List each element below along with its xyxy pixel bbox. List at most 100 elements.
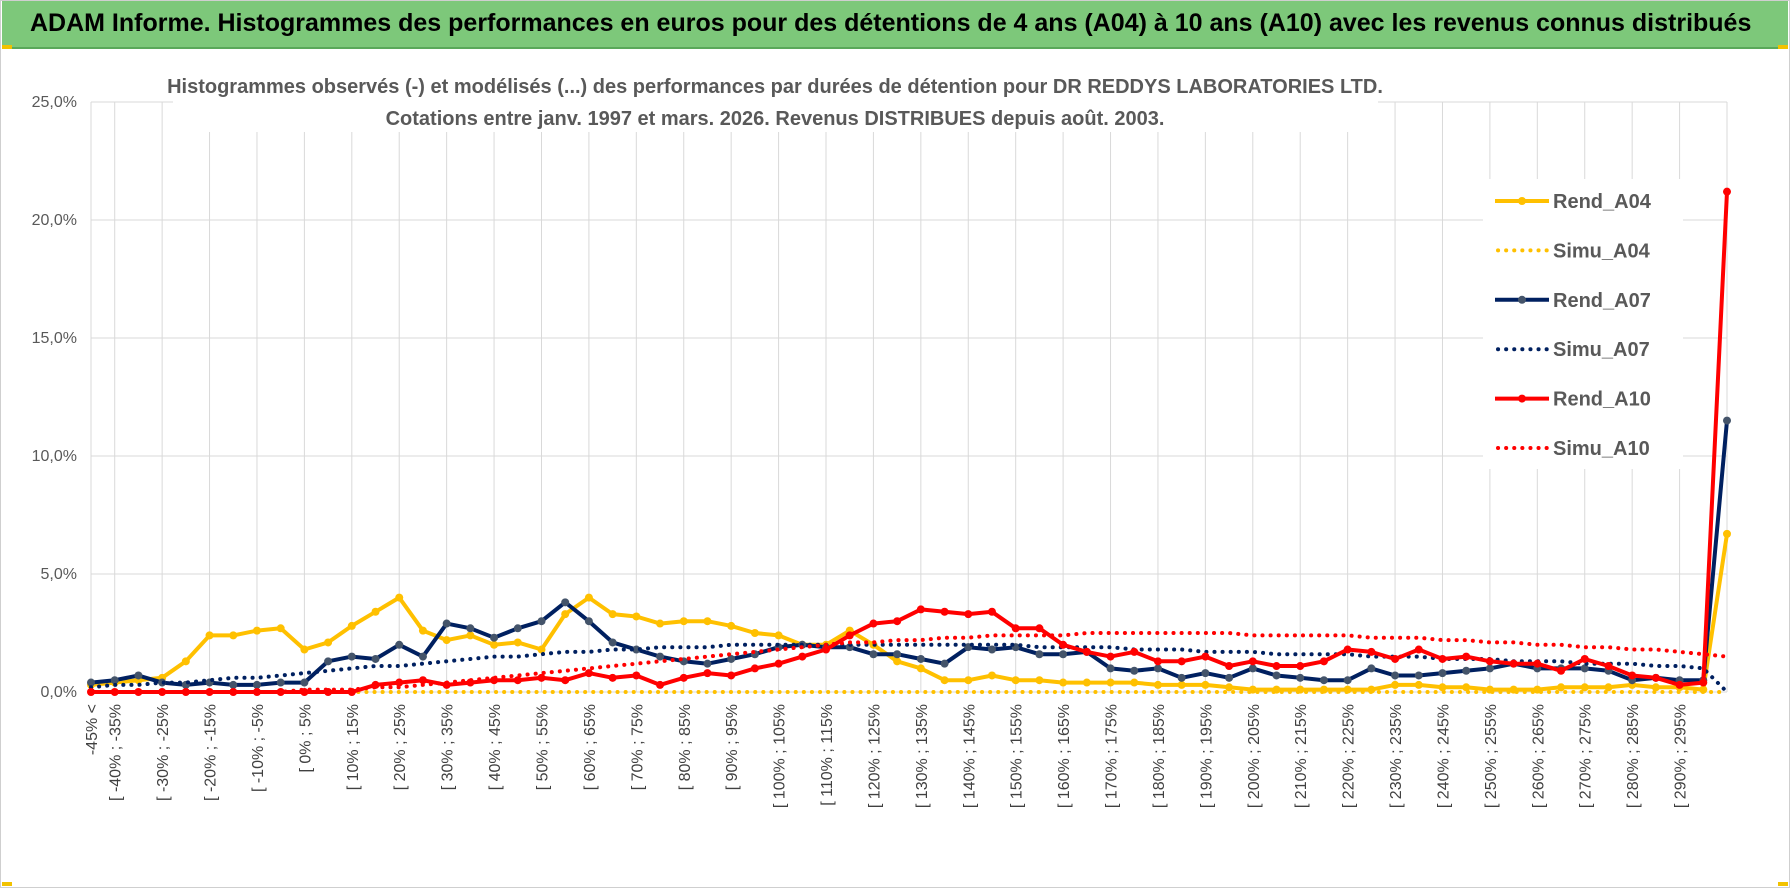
x-tick-label: [ 290% ; 295% — [1673, 704, 1690, 808]
point-rend-a10 — [893, 617, 902, 626]
point-rend-a04 — [1106, 678, 1115, 687]
x-tick-label: [ 140% ; 145% — [961, 704, 978, 808]
point-rend-a04 — [300, 645, 309, 654]
point-rend-a10 — [798, 652, 807, 661]
point-rend-a04 — [584, 593, 593, 602]
line-simu-a07 — [89, 642, 1729, 694]
point-rend-a04 — [1651, 683, 1660, 692]
x-tick-label: [ 100% ; 105% — [772, 704, 789, 808]
legend-marker — [1518, 394, 1526, 403]
point-rend-a07 — [1485, 664, 1494, 673]
point-rend-a07 — [656, 652, 665, 661]
point-rend-a04 — [537, 645, 546, 654]
point-rend-a07 — [1153, 664, 1162, 673]
point-rend-a04 — [1177, 680, 1186, 689]
point-rend-a10 — [1699, 678, 1708, 687]
x-tick-label: [ 270% ; 275% — [1578, 704, 1595, 808]
point-rend-a10 — [1225, 662, 1234, 671]
point-rend-a07 — [418, 652, 427, 661]
legend-label: Simu_A07 — [1553, 339, 1650, 361]
x-tick-label: [ -10% ; -5% — [250, 704, 267, 792]
point-rend-a07 — [1367, 664, 1376, 673]
point-rend-a04 — [1462, 683, 1471, 692]
x-tick-label: [ 230% ; 235% — [1388, 704, 1405, 808]
point-rend-a04 — [987, 671, 996, 680]
x-tick-label: [ 80% ; 85% — [677, 704, 694, 790]
point-rend-a07 — [490, 633, 499, 642]
point-rend-a07 — [371, 654, 380, 663]
x-tick-label: [ 200% ; 205% — [1246, 704, 1263, 808]
point-rend-a10 — [964, 610, 973, 619]
point-rend-a07 — [1343, 676, 1352, 685]
x-tick-label: [ 20% ; 25% — [392, 704, 409, 790]
point-rend-a04 — [1225, 683, 1234, 692]
point-rend-a07 — [1248, 664, 1257, 673]
legend-label: Rend_A07 — [1553, 290, 1651, 312]
point-rend-a07 — [347, 652, 356, 661]
point-rend-a07 — [1296, 673, 1305, 682]
x-tick-label: [ 150% ; 155% — [1009, 704, 1026, 808]
point-rend-a10 — [1485, 657, 1494, 666]
point-rend-a10 — [1509, 659, 1518, 668]
y-tick-label: 20,0% — [32, 212, 77, 229]
point-rend-a10 — [513, 676, 522, 685]
point-rend-a04 — [442, 636, 451, 645]
corner-mark-right — [1778, 45, 1788, 49]
point-rend-a07 — [1106, 664, 1115, 673]
corner-mark-bottom-right — [1778, 882, 1788, 886]
point-rend-a04 — [1130, 678, 1139, 687]
point-rend-a10 — [608, 673, 617, 682]
point-rend-a10 — [395, 678, 404, 687]
legend-marker — [1518, 197, 1526, 205]
point-rend-a10 — [1153, 657, 1162, 666]
x-tick-label: [ -30% ; -25% — [155, 704, 172, 801]
point-rend-a07 — [632, 645, 641, 654]
x-tick-label: [ 250% ; 255% — [1483, 704, 1500, 808]
point-rend-a10 — [1628, 671, 1637, 680]
point-rend-a04 — [774, 631, 783, 640]
x-tick-label: [ 10% ; 15% — [345, 704, 362, 790]
point-rend-a04 — [1153, 680, 1162, 689]
line-simu-a10 — [89, 631, 1729, 694]
point-rend-a07 — [229, 680, 238, 689]
point-rend-a07 — [276, 678, 285, 687]
legend-label: Simu_A04 — [1553, 240, 1651, 262]
series-rend-a10 — [87, 187, 1731, 696]
legend-label: Rend_A10 — [1553, 389, 1651, 411]
point-rend-a04 — [205, 631, 214, 640]
header-bar: ADAM Informe. Histogrammes des performan… — [2, 1, 1788, 49]
point-rend-a04 — [1059, 678, 1068, 687]
point-rend-a07 — [703, 659, 712, 668]
point-rend-a04 — [181, 657, 190, 666]
point-rend-a10 — [1248, 657, 1257, 666]
point-rend-a10 — [727, 671, 736, 680]
point-rend-a10 — [1106, 652, 1115, 661]
point-rend-a04 — [1604, 683, 1613, 692]
y-tick-label: 15,0% — [32, 330, 77, 347]
point-rend-a10 — [1675, 680, 1684, 689]
point-rend-a04 — [1011, 676, 1020, 685]
point-rend-a04 — [1035, 676, 1044, 685]
point-rend-a04 — [608, 610, 617, 619]
point-rend-a10 — [1557, 666, 1566, 675]
point-rend-a10 — [1011, 624, 1020, 633]
point-rend-a10 — [1272, 662, 1281, 671]
point-rend-a10 — [845, 631, 854, 640]
point-rend-a07 — [608, 638, 617, 647]
point-rend-a07 — [1225, 673, 1234, 682]
point-rend-a10 — [750, 664, 759, 673]
x-tick-label: [ 50% ; 55% — [534, 704, 551, 790]
title-background — [173, 66, 1378, 132]
corner-mark-left — [2, 45, 12, 49]
x-tick-label: [ 210% ; 215% — [1293, 704, 1310, 808]
point-rend-a04 — [1391, 680, 1400, 689]
point-rend-a07 — [1177, 673, 1186, 682]
legend-marker — [1518, 295, 1526, 304]
y-tick-label: 10,0% — [32, 448, 77, 465]
y-tick-label: 0,0% — [41, 684, 77, 701]
line-rend-a04 — [90, 533, 1729, 692]
x-tick-label: [ -20% ; -15% — [203, 704, 220, 801]
point-rend-a04 — [703, 617, 712, 626]
point-rend-a04 — [1580, 683, 1589, 692]
point-rend-a10 — [916, 605, 925, 614]
